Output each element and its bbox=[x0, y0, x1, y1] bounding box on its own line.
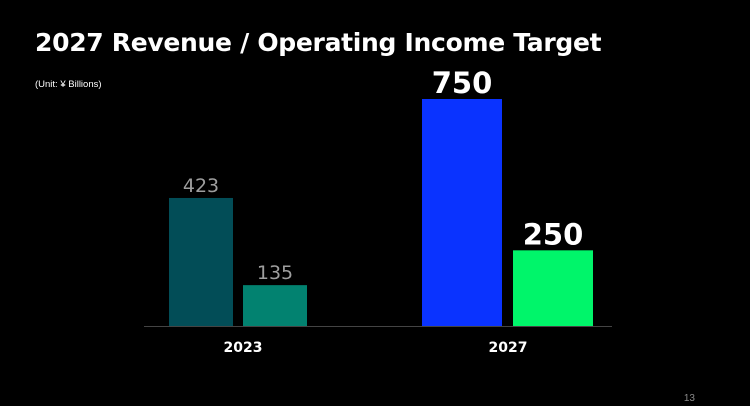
x-tick-label-2027: 2027 bbox=[489, 340, 528, 356]
page-number: 13 bbox=[683, 393, 695, 404]
data-label-2023-series-1: 423 bbox=[183, 175, 219, 197]
data-label-2027-series-1: 750 bbox=[432, 66, 493, 100]
unit-note: (Unit: ¥ Billions) bbox=[35, 79, 102, 90]
chart-title: 2027 Revenue / Operating Income Target bbox=[35, 28, 602, 57]
bar-2023-series-2 bbox=[243, 285, 307, 326]
x-tick-label-2023: 2023 bbox=[224, 340, 263, 356]
bar-2023-series-1 bbox=[169, 197, 233, 326]
data-label-2027-series-2: 250 bbox=[523, 217, 584, 251]
data-label-2023-series-2: 135 bbox=[257, 262, 293, 284]
bar-2027-series-1 bbox=[422, 99, 502, 326]
bar-2027-series-2 bbox=[513, 250, 593, 326]
